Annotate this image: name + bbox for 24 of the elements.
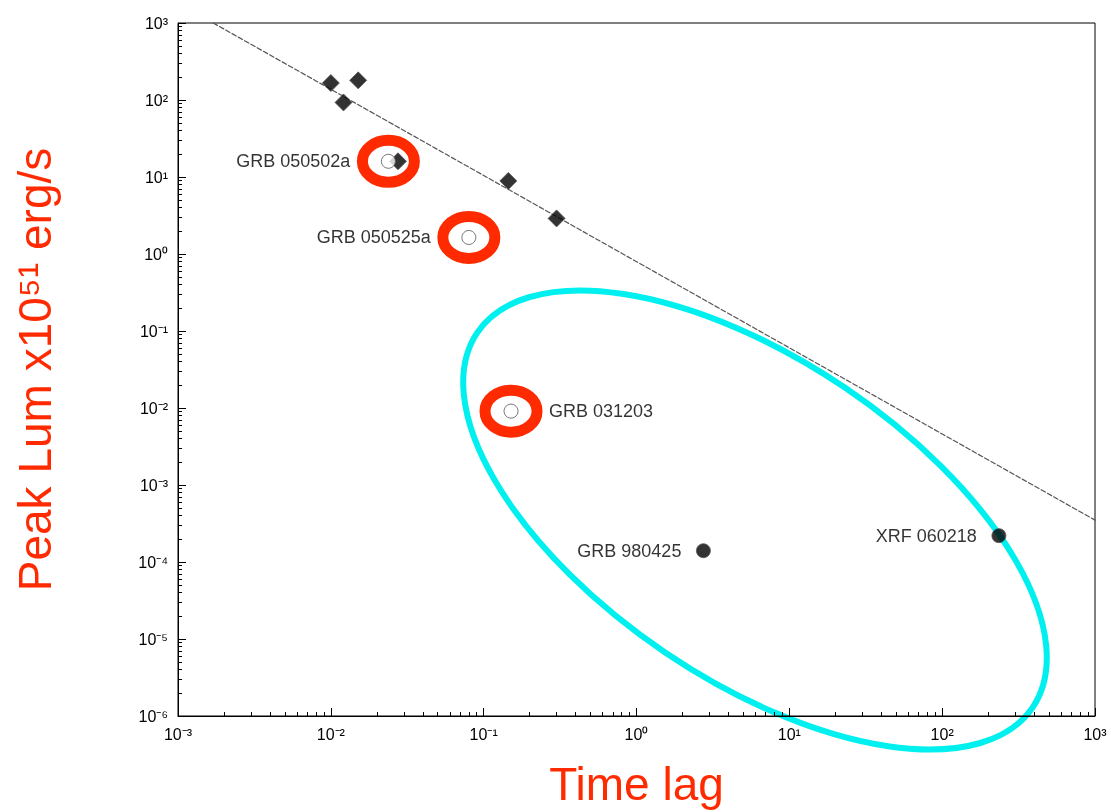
y-tick-label: 10⁻⁵ — [138, 630, 168, 648]
y-axis-title: Peak Lum x10⁵¹ erg/s — [9, 147, 61, 592]
y-tick-label: 10² — [144, 91, 169, 109]
annotation: GRB 031203 — [549, 401, 654, 422]
y-tick-label: 10⁰ — [144, 245, 168, 263]
x-axis-title: Time lag — [549, 758, 724, 810]
y-tick-label: 10⁻⁴ — [138, 553, 169, 571]
x-tick-label: 10⁻³ — [163, 725, 193, 743]
x-tick-label: 10³ — [1083, 725, 1108, 743]
annotation: GRB 050525a — [316, 227, 432, 248]
x-tick-label: 10⁻² — [316, 725, 346, 743]
x-tick-label: 10¹ — [777, 725, 801, 743]
annotation: GRB 980425 — [577, 540, 682, 561]
x-tick-label: 10² — [930, 725, 955, 743]
x-tick-label: 10⁻¹ — [469, 725, 498, 743]
annotation: GRB 050502a — [236, 151, 352, 172]
y-tick-label: 10³ — [144, 14, 169, 32]
x-tick-label: 10⁰ — [624, 725, 649, 743]
annotation: XRF 060218 — [875, 525, 977, 546]
y-tick-label: 10⁻³ — [139, 476, 169, 494]
y-tick-label: 10⁻¹ — [139, 322, 168, 340]
y-tick-label: 10⁻⁶ — [138, 707, 168, 725]
y-tick-label: 10¹ — [144, 168, 168, 186]
y-tick-label: 10⁻² — [139, 399, 169, 417]
